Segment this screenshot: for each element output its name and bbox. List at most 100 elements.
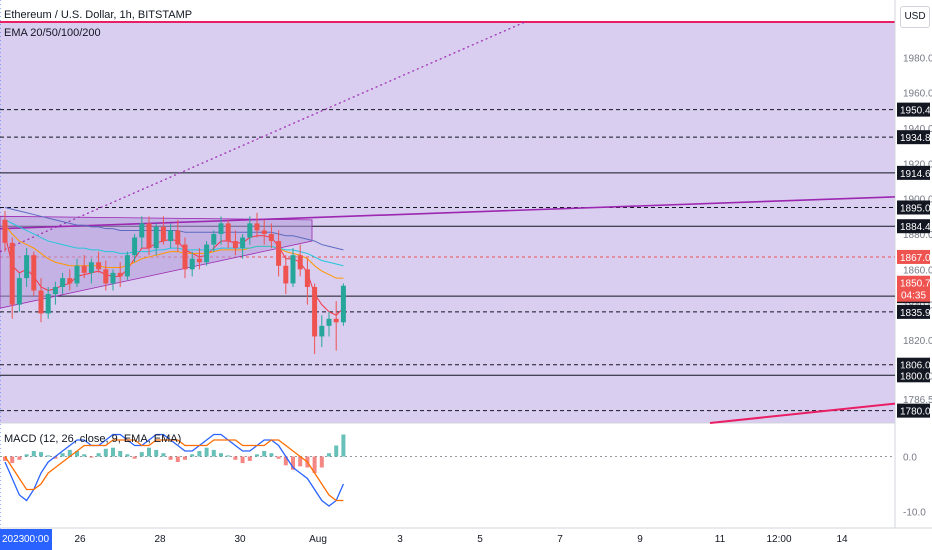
level-price-tag bbox=[897, 219, 930, 234]
macd-histogram-bar bbox=[161, 453, 166, 457]
time-tick-label: 26 bbox=[74, 534, 86, 545]
level-price-label: 1884.4 bbox=[900, 222, 931, 233]
level-price-label: 1895.0 bbox=[900, 203, 931, 214]
price-tick-label: 1880.0 bbox=[903, 230, 932, 241]
level-price-label: 1780.0 bbox=[900, 407, 931, 418]
macd-histogram-bar bbox=[118, 451, 123, 457]
candle-body bbox=[67, 278, 73, 284]
macd-histogram-bar bbox=[226, 455, 231, 457]
macd-histogram-bar bbox=[39, 452, 43, 457]
currency-button[interactable]: USD bbox=[900, 6, 930, 28]
macd-histogram-bar bbox=[298, 456, 303, 467]
candle-body bbox=[160, 226, 166, 242]
ema-indicator-label[interactable]: EMA 20/50/100/200 bbox=[4, 27, 101, 39]
candle-body bbox=[110, 272, 116, 284]
time-cursor-tag bbox=[0, 529, 52, 550]
candle-body bbox=[333, 318, 339, 323]
price-tick-label: 1786.5 bbox=[903, 395, 932, 406]
candle-body bbox=[16, 278, 22, 305]
level-price-tag bbox=[897, 102, 930, 117]
macd-histogram-bar bbox=[147, 447, 151, 457]
candle-body bbox=[96, 262, 102, 270]
level-price-tag bbox=[897, 403, 930, 418]
macd-histogram-bar bbox=[10, 456, 15, 464]
level-price-label: 1950.4 bbox=[900, 106, 931, 117]
current-price-label: 1850.7 bbox=[900, 279, 931, 290]
level-price-tag bbox=[897, 304, 930, 319]
macd-histogram-bar bbox=[3, 456, 7, 461]
macd-histogram-bar bbox=[111, 447, 115, 457]
candle-body bbox=[175, 230, 181, 245]
candle-body bbox=[304, 269, 310, 287]
macd-histogram-bar bbox=[17, 456, 22, 460]
macd-histogram-bar bbox=[96, 453, 101, 457]
macd-histogram-bar bbox=[269, 453, 274, 457]
current-price-tag bbox=[897, 275, 930, 302]
channel-pattern[interactable] bbox=[0, 215, 313, 309]
candle-body bbox=[146, 223, 152, 249]
macd-histogram-bar bbox=[24, 454, 29, 457]
time-tick-label: 9 bbox=[637, 534, 643, 545]
macd-histogram-bar bbox=[197, 451, 202, 457]
level-price-label: 1800.0 bbox=[900, 371, 931, 382]
macd-indicator-label[interactable]: MACD (12, 26, close, 9, EMA, EMA) bbox=[4, 433, 182, 445]
macd-histogram-bar bbox=[82, 454, 87, 457]
macd-line bbox=[4, 433, 344, 507]
candle-body bbox=[124, 255, 130, 277]
macd-histogram-bar bbox=[327, 453, 331, 457]
macd-histogram-bar bbox=[31, 451, 36, 457]
level-price-label: 1806.0 bbox=[900, 361, 931, 372]
macd-histogram-bar bbox=[89, 456, 94, 458]
macd-histogram-bar bbox=[75, 451, 79, 457]
ema-line bbox=[4, 206, 344, 251]
ema-line bbox=[4, 219, 344, 267]
macd-histogram-bar bbox=[283, 456, 288, 466]
candle-body bbox=[254, 223, 260, 231]
macd-histogram-bar bbox=[240, 456, 245, 464]
dotted-trendline[interactable] bbox=[0, 21, 526, 253]
macd-histogram-bar bbox=[168, 456, 173, 460]
candle-body bbox=[81, 265, 87, 273]
candle-body bbox=[24, 255, 30, 279]
countdown-label: 04:35 bbox=[901, 291, 926, 302]
macd-histogram-bar bbox=[190, 454, 195, 457]
candle-body bbox=[340, 285, 346, 323]
candle-body bbox=[52, 286, 58, 295]
candle-body bbox=[31, 255, 37, 291]
time-tick-label: 5 bbox=[477, 534, 483, 545]
candle-body bbox=[297, 255, 303, 270]
candle-body bbox=[139, 223, 145, 238]
level-price-tag bbox=[897, 249, 930, 264]
price-tick-label: 1980.0 bbox=[903, 53, 932, 64]
candle-body bbox=[103, 269, 109, 284]
candle-body bbox=[60, 278, 66, 287]
candle-body bbox=[326, 318, 332, 326]
candle-body bbox=[168, 230, 174, 242]
macd-histogram-bar bbox=[46, 455, 51, 457]
time-tick-label: 3 bbox=[397, 534, 403, 545]
candle-body bbox=[153, 226, 159, 249]
candle-body bbox=[189, 258, 195, 270]
macd-histogram-bar bbox=[233, 456, 238, 460]
macd-histogram-bar bbox=[204, 447, 209, 457]
time-tick-label: 00:00 bbox=[24, 534, 49, 545]
candle-body bbox=[117, 272, 123, 277]
price-tick-label: 1820.0 bbox=[903, 336, 932, 347]
time-tick-label: 7 bbox=[557, 534, 563, 545]
candle-body bbox=[74, 265, 80, 284]
time-tick-label: 12:00 bbox=[766, 534, 791, 545]
macd-histogram-bar bbox=[125, 454, 130, 457]
candle-body bbox=[182, 244, 188, 270]
candle-body bbox=[211, 233, 217, 245]
time-tick-label: Aug bbox=[309, 534, 327, 545]
support-trendline[interactable] bbox=[709, 402, 896, 424]
level-price-tag bbox=[897, 357, 930, 372]
time-tick-label: 11 bbox=[715, 534, 726, 545]
level-price-label: 1934.8 bbox=[900, 133, 931, 144]
macd-histogram-bar bbox=[262, 451, 267, 457]
candle-body bbox=[232, 241, 238, 249]
candle-body bbox=[268, 233, 274, 242]
candle-body bbox=[225, 223, 231, 242]
price-tick-label: 1940.0 bbox=[903, 124, 932, 135]
